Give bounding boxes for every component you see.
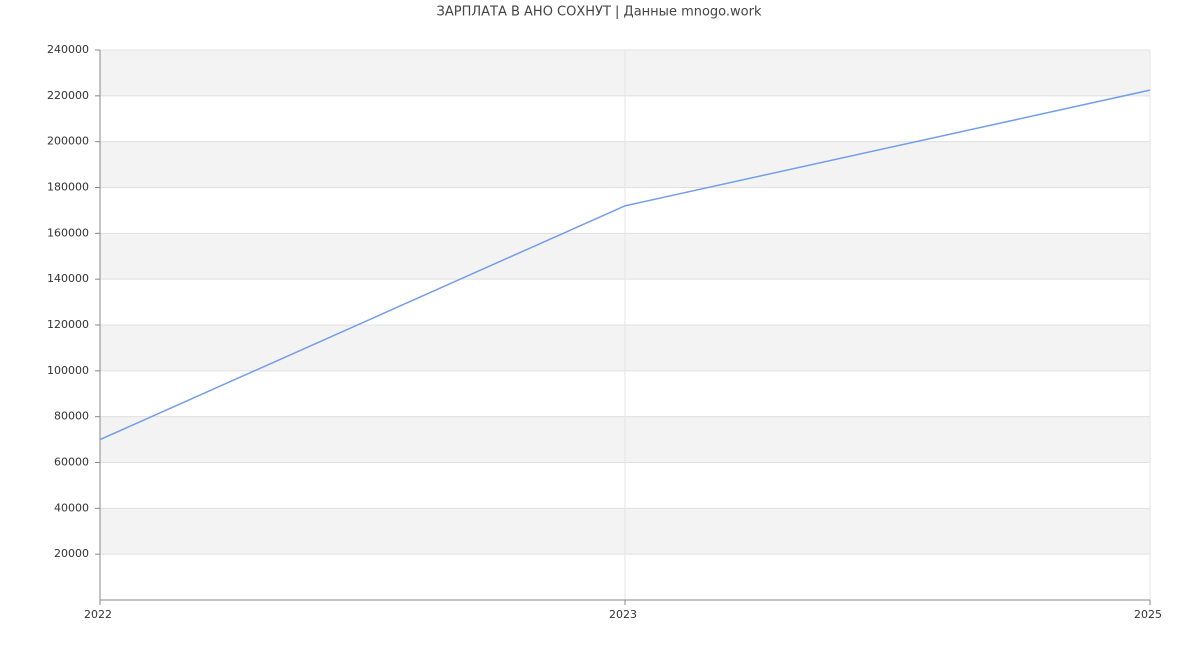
y-tick-label: 100000 xyxy=(47,364,89,377)
y-tick-label: 120000 xyxy=(47,318,89,331)
y-tick-label: 220000 xyxy=(47,89,89,102)
x-tick-label: 2025 xyxy=(1134,608,1162,621)
y-tick-label: 180000 xyxy=(47,181,89,194)
y-tick-label: 160000 xyxy=(47,226,89,239)
line-series xyxy=(99,89,1151,441)
x-tick-label: 2022 xyxy=(84,608,112,621)
y-tick-label: 20000 xyxy=(54,547,89,560)
y-tick-label: 140000 xyxy=(47,272,89,285)
y-tick-label: 200000 xyxy=(47,135,89,148)
y-tick-label: 40000 xyxy=(54,501,89,514)
y-tick-label: 80000 xyxy=(54,410,89,423)
chart-title: ЗАРПЛАТА В АНО СОХНУТ | Данные mnogo.wor… xyxy=(437,5,762,20)
x-tick-label: 2023 xyxy=(609,608,637,621)
y-tick-label: 240000 xyxy=(47,43,89,56)
y-tick-label: 60000 xyxy=(54,456,89,469)
